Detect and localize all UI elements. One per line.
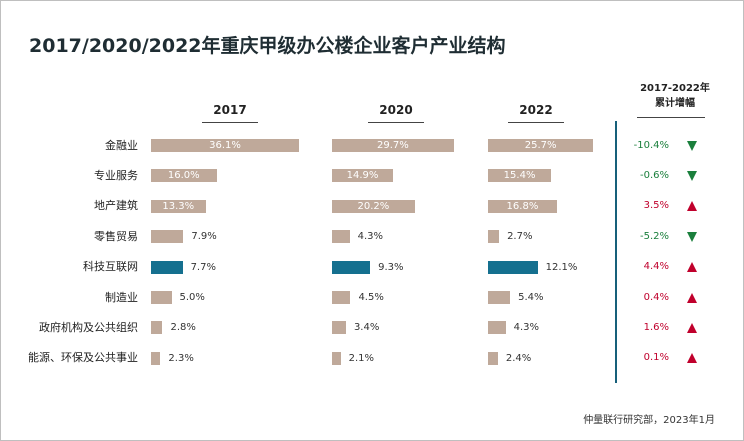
bar-2020	[332, 291, 351, 304]
change-header: 2017-2022年 累计增幅	[631, 81, 719, 111]
change-value: -0.6%	[639, 169, 669, 181]
data-label-2020: 9.3%	[378, 261, 404, 273]
bar-2017	[151, 291, 172, 304]
data-label-2022: 12.1%	[545, 261, 578, 273]
data-label-2020: 29.7%	[376, 140, 409, 151]
bar-2022	[488, 351, 498, 365]
category-label: 科技互联网	[83, 260, 138, 274]
triangle-down-icon	[687, 140, 697, 151]
bar-2020	[332, 260, 371, 274]
change-value: 4.4%	[643, 261, 669, 273]
data-label-2022: 15.4%	[503, 170, 536, 182]
change-header-line1: 2017-2022年	[640, 83, 710, 94]
data-label-2022: 2.7%	[507, 231, 533, 243]
change-value: 0.1%	[643, 352, 669, 364]
bar-2020	[332, 199, 415, 213]
bar-2020	[332, 169, 394, 183]
data-label-2017: 5.0%	[179, 292, 205, 303]
data-label-2022: 5.4%	[518, 292, 544, 303]
data-label-2017: 2.3%	[168, 352, 194, 364]
data-label-2017: 2.8%	[170, 322, 196, 334]
change-value: 0.4%	[643, 291, 669, 303]
column-header-2017: 2017	[213, 103, 247, 117]
triangle-up-icon	[687, 262, 697, 273]
category-label: 制造业	[105, 290, 138, 304]
change-header-line2: 累计增幅	[655, 98, 695, 109]
data-label-2022: 4.3%	[513, 322, 540, 334]
change-header-underline	[637, 117, 705, 118]
bar-2017	[151, 199, 206, 213]
change-value: -10.4%	[633, 139, 669, 151]
bar-2022	[488, 230, 500, 244]
column-header-underline-2022	[508, 122, 564, 123]
bar-2022	[488, 139, 594, 152]
triangle-down-icon	[687, 231, 697, 242]
data-label-2022: 2.4%	[505, 352, 532, 364]
bar-2017	[151, 260, 183, 274]
bar-2017	[151, 321, 163, 335]
bar-2022	[488, 291, 511, 304]
bar-2022	[488, 260, 538, 274]
triangle-down-icon	[687, 170, 697, 181]
column-header-2020: 2020	[379, 103, 413, 117]
data-label-2020: 20.2%	[357, 200, 390, 212]
column-header-2022: 2022	[519, 103, 553, 117]
change-value: -5.2%	[639, 230, 669, 242]
data-label-2017: 36.1%	[209, 140, 241, 151]
change-value: 1.6%	[643, 321, 669, 333]
data-label-2017: 13.3%	[162, 200, 195, 212]
data-label-2022: 16.8%	[506, 200, 539, 212]
bar-2022	[488, 199, 557, 213]
category-label: 政府机构及公共组织	[39, 320, 138, 334]
category-label: 能源、环保及公共事业	[28, 351, 138, 365]
category-label: 零售贸易	[94, 229, 138, 243]
bar-2017	[151, 169, 217, 183]
bar-2022	[488, 169, 552, 183]
data-label-2020: 2.1%	[348, 352, 375, 364]
bar-2020	[332, 351, 341, 365]
data-label-2017: 7.7%	[190, 261, 216, 273]
bar-2017	[151, 139, 299, 152]
data-label-2020: 4.3%	[357, 231, 384, 243]
bar-2017	[151, 230, 184, 244]
category-label: 金融业	[105, 138, 138, 152]
data-label-2020: 4.5%	[358, 292, 384, 303]
triangle-up-icon	[687, 322, 697, 333]
source-note: 仲量联行研究部，2023年1月	[583, 415, 715, 426]
vertical-divider	[615, 121, 617, 383]
bar-2022	[488, 321, 506, 335]
chart-title: 2017/2020/2022年重庆甲级办公楼企业客户产业结构	[29, 35, 506, 57]
change-value: 3.5%	[643, 200, 669, 212]
bar-2020	[332, 139, 454, 152]
triangle-up-icon	[687, 292, 697, 303]
data-label-2017: 7.9%	[191, 231, 217, 243]
data-label-2017: 16.0%	[167, 170, 200, 182]
data-label-2020: 3.4%	[353, 322, 380, 334]
bar-2017	[151, 351, 161, 365]
triangle-up-icon	[687, 353, 697, 364]
bar-2020	[332, 321, 346, 335]
data-label-2020: 14.9%	[346, 170, 379, 182]
category-label: 专业服务	[94, 168, 138, 182]
category-label: 地产建筑	[94, 199, 138, 213]
column-header-underline-2017	[202, 122, 258, 123]
bar-2020	[332, 230, 350, 244]
column-header-underline-2020	[368, 122, 424, 123]
data-label-2022: 25.7%	[524, 140, 557, 151]
triangle-up-icon	[687, 201, 697, 212]
